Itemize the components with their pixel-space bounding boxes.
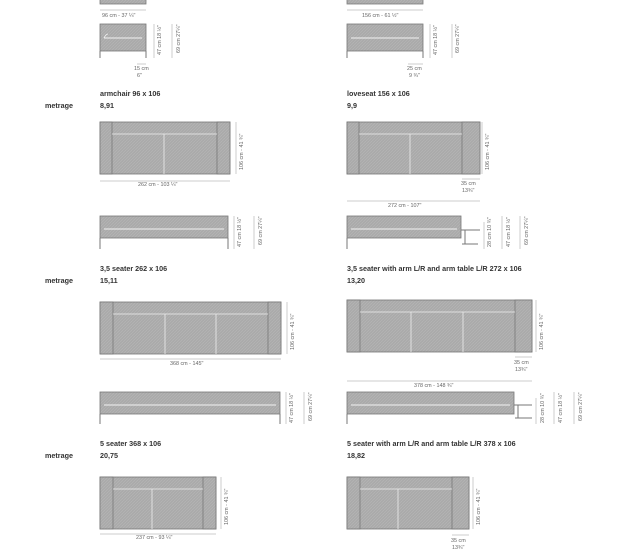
dim-378: 378 cm - 148 ¾" bbox=[414, 383, 454, 389]
bottom-right-plan bbox=[346, 476, 470, 530]
armchair-metrage: 8,91 bbox=[100, 101, 114, 110]
dim-loveseat-width: 156 cm - 61 ½" bbox=[362, 13, 399, 19]
dim-text: 18 ½" bbox=[157, 24, 163, 39]
sofa-3-5-metrage: 15,11 bbox=[100, 276, 118, 285]
dim-text: 27¼" bbox=[308, 392, 314, 405]
dim-armchair-h69: 69 cm 27¼" bbox=[176, 24, 182, 53]
dim-armchair-leg-in: 6" bbox=[137, 73, 142, 79]
dim-text: 18 ½" bbox=[506, 216, 512, 231]
dim-text: 69 cm bbox=[176, 38, 182, 53]
metrage-label-1: metrage bbox=[45, 101, 73, 110]
dim-text: 27¼" bbox=[455, 24, 461, 37]
sofa-3-5-title: 3,5 seater 262 x 106 bbox=[100, 264, 168, 273]
sofa-5-arm-title: 5 seater with arm L/R and arm table L/R … bbox=[347, 439, 516, 448]
dim-text: 47 cm bbox=[289, 408, 295, 423]
sofa-5-plan bbox=[99, 301, 282, 355]
sofa-3-5-arm-title: 3,5 seater with arm L/R and arm table L/… bbox=[347, 264, 522, 273]
dim-text: 10 ¾" bbox=[487, 216, 493, 231]
sofa-5-arm-metrage: 18,82 bbox=[347, 451, 365, 460]
dim-368: 368 cm - 145" bbox=[170, 361, 204, 367]
loveseat-title: loveseat 156 x 106 bbox=[347, 89, 410, 98]
dim-armchair-width: 96 cm - 37 ¼" bbox=[102, 13, 136, 19]
dim-237: 237 cm - 93 ¼" bbox=[136, 535, 173, 541]
armchair-side-view bbox=[99, 23, 173, 65]
dim-35-h47: 47 cm 18 ½" bbox=[237, 217, 243, 247]
dim-262: 262 cm - 103 ¼" bbox=[138, 182, 178, 188]
dim-text: 69 cm bbox=[455, 38, 461, 53]
dim-5a-h69: 69 cm 27¼" bbox=[578, 392, 584, 421]
dim-text: 27¼" bbox=[524, 216, 530, 229]
dim-arm35-in-1: 13¾" bbox=[462, 188, 475, 194]
sofa-5-arm-plan bbox=[346, 299, 533, 353]
dim-text: 27¼" bbox=[258, 216, 264, 229]
dim-armchair-h47: 47 cm 18 ½" bbox=[157, 25, 163, 55]
sofa-3-5-plan bbox=[99, 121, 231, 175]
dim-text: 18 ½" bbox=[237, 216, 243, 231]
dim-depth-2: 106 cm - 41 ¾" bbox=[485, 133, 491, 170]
sofa-5-arm-side bbox=[346, 391, 575, 424]
dim-text: 28 cm bbox=[540, 408, 546, 423]
dim-arm35-in-3: 13¾" bbox=[452, 545, 465, 551]
dim-loveseat-leg-in: 9 ¾" bbox=[409, 73, 420, 79]
dim-5a-h47: 47 cm 18 ½" bbox=[558, 393, 564, 423]
loveseat-metrage: 9,9 bbox=[347, 101, 357, 110]
metrage-label-3: metrage bbox=[45, 451, 73, 460]
dim-text: 10 ¾" bbox=[540, 392, 546, 407]
metrage-label-2: metrage bbox=[45, 276, 73, 285]
dim-arm35-in-2: 13¾" bbox=[515, 367, 528, 373]
dim-text: 47 cm bbox=[157, 40, 163, 55]
dim-text: 47 cm bbox=[237, 232, 243, 247]
dim-text: 69 cm bbox=[578, 406, 584, 421]
bottom-left-plan bbox=[99, 476, 217, 530]
dim-5a-h28: 28 cm 10 ¾" bbox=[540, 393, 546, 423]
dim-5-h69: 69 cm 27¼" bbox=[308, 392, 314, 421]
dim-text: 47 cm bbox=[433, 40, 439, 55]
sofa-5-title: 5 seater 368 x 106 bbox=[100, 439, 162, 448]
armchair-plan-top bbox=[99, 0, 147, 5]
dim-arm35-cm-2: 35 cm bbox=[514, 360, 529, 366]
dim-35a-h69: 69 cm 27¼" bbox=[524, 216, 530, 245]
dim-arm35-cm-1: 35 cm bbox=[461, 181, 476, 187]
dim-text: 69 cm bbox=[308, 406, 314, 421]
dim-text: 47 cm bbox=[506, 232, 512, 247]
dim-text: 27¼" bbox=[176, 24, 182, 37]
dim-loveseat-leg-cm: 25 cm bbox=[407, 66, 422, 72]
dim-5-h47: 47 cm 18 ½" bbox=[289, 393, 295, 423]
dim-text: 18 ½" bbox=[558, 392, 564, 407]
dim-depth-4: 106 cm - 41 ¾" bbox=[539, 313, 545, 350]
dim-text: 47 cm bbox=[558, 408, 564, 423]
armchair-title: armchair 96 x 106 bbox=[100, 89, 161, 98]
dim-text: 69 cm bbox=[258, 230, 264, 245]
dim-depth-1: 106 cm - 41 ¾" bbox=[239, 133, 245, 170]
dim-loveseat-h69: 69 cm 27¼" bbox=[455, 24, 461, 53]
sofa-3-5-arm-plan bbox=[346, 121, 481, 175]
dim-depth-5: 106 cm - 41 ¾" bbox=[224, 488, 230, 525]
dim-272: 272 cm - 107" bbox=[388, 203, 422, 209]
dim-text: 18 ½" bbox=[289, 392, 295, 407]
sofa-3-5-arm-metrage: 13,20 bbox=[347, 276, 365, 285]
dim-text: 27¼" bbox=[578, 392, 584, 405]
dim-35a-h28: 28 cm 10 ¾" bbox=[487, 217, 493, 247]
dim-35-h69: 69 cm 27¼" bbox=[258, 216, 264, 245]
sofa-3-5-side bbox=[99, 215, 255, 249]
dim-depth-3: 106 cm - 41 ¾" bbox=[290, 313, 296, 350]
dim-35a-h47: 47 cm 18 ½" bbox=[506, 217, 512, 247]
dim-depth-6: 106 cm - 41 ¾" bbox=[476, 488, 482, 525]
dim-text: 28 cm bbox=[487, 232, 493, 247]
sofa-5-metrage: 20,75 bbox=[100, 451, 118, 460]
sofa-5-side bbox=[99, 391, 305, 424]
dim-loveseat-h47: 47 cm 18 ½" bbox=[433, 25, 439, 55]
dim-text: 18 ½" bbox=[433, 24, 439, 39]
loveseat-side-view bbox=[346, 23, 453, 65]
dim-text: 69 cm bbox=[524, 230, 530, 245]
sofa-3-5-arm-side bbox=[346, 215, 521, 249]
dim-arm35-cm-3: 35 cm bbox=[451, 538, 466, 544]
dim-armchair-leg-cm: 15 cm bbox=[134, 66, 149, 72]
